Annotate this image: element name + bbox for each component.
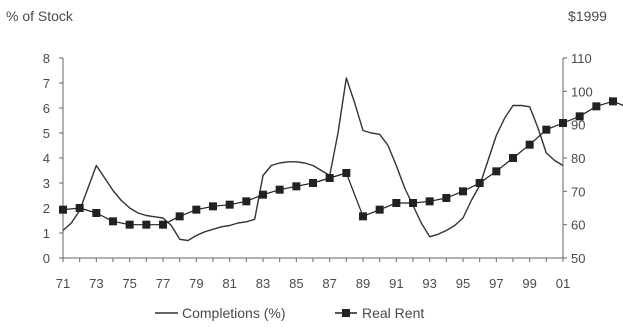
right-tick-label: 90: [571, 118, 585, 133]
x-tick-label: 73: [89, 276, 103, 291]
left-tick-label: 5: [43, 126, 50, 141]
right-tick-label: 110: [571, 51, 592, 66]
series-real-rent-point: [309, 179, 317, 187]
left-tick-label: 6: [43, 101, 50, 116]
series-completions-line: [62, 77, 564, 242]
left-tick-label: 7: [43, 76, 50, 91]
series-real-rent-point: [509, 154, 517, 162]
legend: Completions (%) Real Rent: [155, 305, 424, 321]
series-real-rent-point: [375, 205, 384, 214]
series-real-rent-point: [259, 190, 267, 199]
series-real-rent-point: [525, 140, 534, 149]
series-real-rent-point: [225, 200, 234, 209]
legend-real-rent-marker: [342, 309, 350, 317]
series-real-rent-point: [275, 185, 284, 194]
left-axis-title: % of Stock: [6, 8, 74, 24]
series-real-rent-point: [209, 202, 217, 211]
series-real-rent-point: [75, 204, 84, 212]
series-real-rent-point: [409, 199, 417, 207]
x-tick-label: 81: [222, 276, 236, 291]
series-real-rent-point: [142, 220, 151, 229]
left-tick-label: 3: [43, 176, 50, 191]
x-tick-label: 89: [356, 276, 370, 291]
right-tick-label: 50: [571, 251, 585, 266]
series-real-rent-point: [92, 209, 101, 217]
x-tick-label: 79: [189, 276, 203, 291]
x-tick-label: 87: [322, 276, 336, 291]
x-tick-label: 01: [556, 276, 570, 291]
left-tick-label: 0: [43, 251, 50, 266]
left-tick-label: 4: [43, 151, 50, 166]
right-axis-title: $1999: [568, 8, 607, 24]
right-tick-label: 100: [571, 84, 593, 99]
series-real-rent-point: [242, 197, 251, 206]
x-tick-label: 75: [122, 276, 136, 291]
series-real-rent-point: [492, 167, 501, 176]
series-real-rent-point: [159, 220, 167, 229]
x-tick-label: 77: [156, 276, 170, 291]
x-tick-label: 97: [489, 276, 503, 291]
left-tick-label: 1: [43, 226, 50, 241]
series-real-rent-point: [109, 217, 117, 226]
series-real-rent-point: [359, 212, 367, 221]
series-real-rent-point: [459, 187, 467, 196]
series-real-rent-point: [575, 112, 584, 121]
series-real-rent-point: [192, 205, 201, 214]
left-tick-label: 8: [43, 51, 50, 66]
series-real-rent-point: [425, 197, 434, 206]
right-tick-label: 60: [571, 218, 585, 233]
series-real-rent-point: [59, 205, 67, 214]
series-real-rent-point: [442, 194, 451, 202]
left-tick-label: 2: [43, 201, 50, 216]
right-tick-label: 70: [571, 184, 585, 199]
x-tick-label: 99: [522, 276, 536, 291]
series-real-rent-point: [592, 102, 601, 111]
series-real-rent-point: [475, 179, 484, 187]
right-tick-label: 80: [571, 151, 585, 166]
series-real-rent-point: [542, 125, 551, 134]
series-real-rent-line: [62, 100, 623, 226]
x-tick-label: 71: [56, 276, 70, 291]
x-tick-label: 83: [256, 276, 270, 291]
series-real-rent-point: [609, 97, 617, 106]
legend-real-rent-label: Real Rent: [362, 305, 424, 321]
series-real-rent-point: [392, 199, 401, 207]
series-real-rent-point: [325, 174, 334, 182]
series-real-rent-point: [559, 119, 567, 127]
x-tick-label: 91: [389, 276, 403, 291]
series-real-rent-point: [292, 182, 301, 191]
series-real-rent-point: [342, 169, 351, 177]
series-real-rent-point: [125, 220, 134, 229]
legend-completions-label: Completions (%): [182, 305, 285, 321]
x-tick-label: 93: [422, 276, 436, 291]
series-real-rent-point: [175, 212, 184, 221]
x-tick-label: 85: [289, 276, 303, 291]
x-tick-label: 95: [456, 276, 470, 291]
